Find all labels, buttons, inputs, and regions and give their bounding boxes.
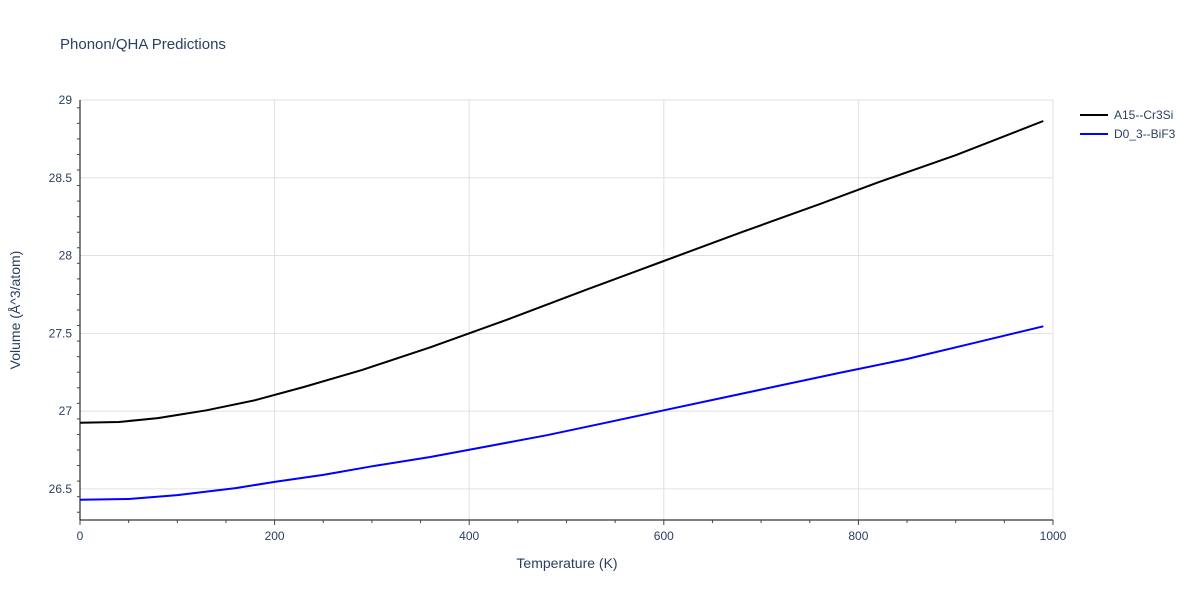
series-line-0 bbox=[79, 120, 1044, 424]
x-tick-label: 1000 bbox=[1040, 529, 1067, 543]
x-tick-label: 800 bbox=[848, 529, 868, 543]
x-tick-label: 0 bbox=[77, 529, 84, 543]
y-tick-label: 28 bbox=[59, 249, 73, 263]
x-tick-label: 200 bbox=[265, 529, 285, 543]
y-tick-label: 29 bbox=[59, 93, 73, 107]
legend-entry-1[interactable]: D0_3--BiF3 bbox=[1080, 127, 1176, 141]
series-line-1 bbox=[79, 325, 1044, 501]
legend[interactable]: A15--Cr3Si D0_3--BiF3 bbox=[1080, 108, 1176, 141]
chart-title: Phonon/QHA Predictions bbox=[60, 36, 226, 53]
y-tick-label: 28.5 bbox=[49, 171, 73, 185]
axes: 0 200 400 600 800 1000 26.5 27 27.5 28 28.5 29 bbox=[49, 93, 1067, 543]
legend-label: A15--Cr3Si bbox=[1114, 108, 1173, 122]
y-tick-label: 27.5 bbox=[49, 326, 73, 340]
x-axis-title: Temperature (K) bbox=[516, 555, 617, 571]
y-tick-label: 27 bbox=[59, 404, 73, 418]
grid bbox=[80, 99, 1054, 520]
x-tick-label: 600 bbox=[654, 529, 674, 543]
legend-label: D0_3--BiF3 bbox=[1114, 127, 1176, 141]
series-group bbox=[79, 120, 1044, 501]
y-axis-title: Volume (Å^3/atom) bbox=[7, 251, 23, 370]
y-tick-label: 26.5 bbox=[49, 482, 73, 496]
legend-entry-0[interactable]: A15--Cr3Si bbox=[1080, 108, 1173, 122]
x-tick-label: 400 bbox=[459, 529, 479, 543]
